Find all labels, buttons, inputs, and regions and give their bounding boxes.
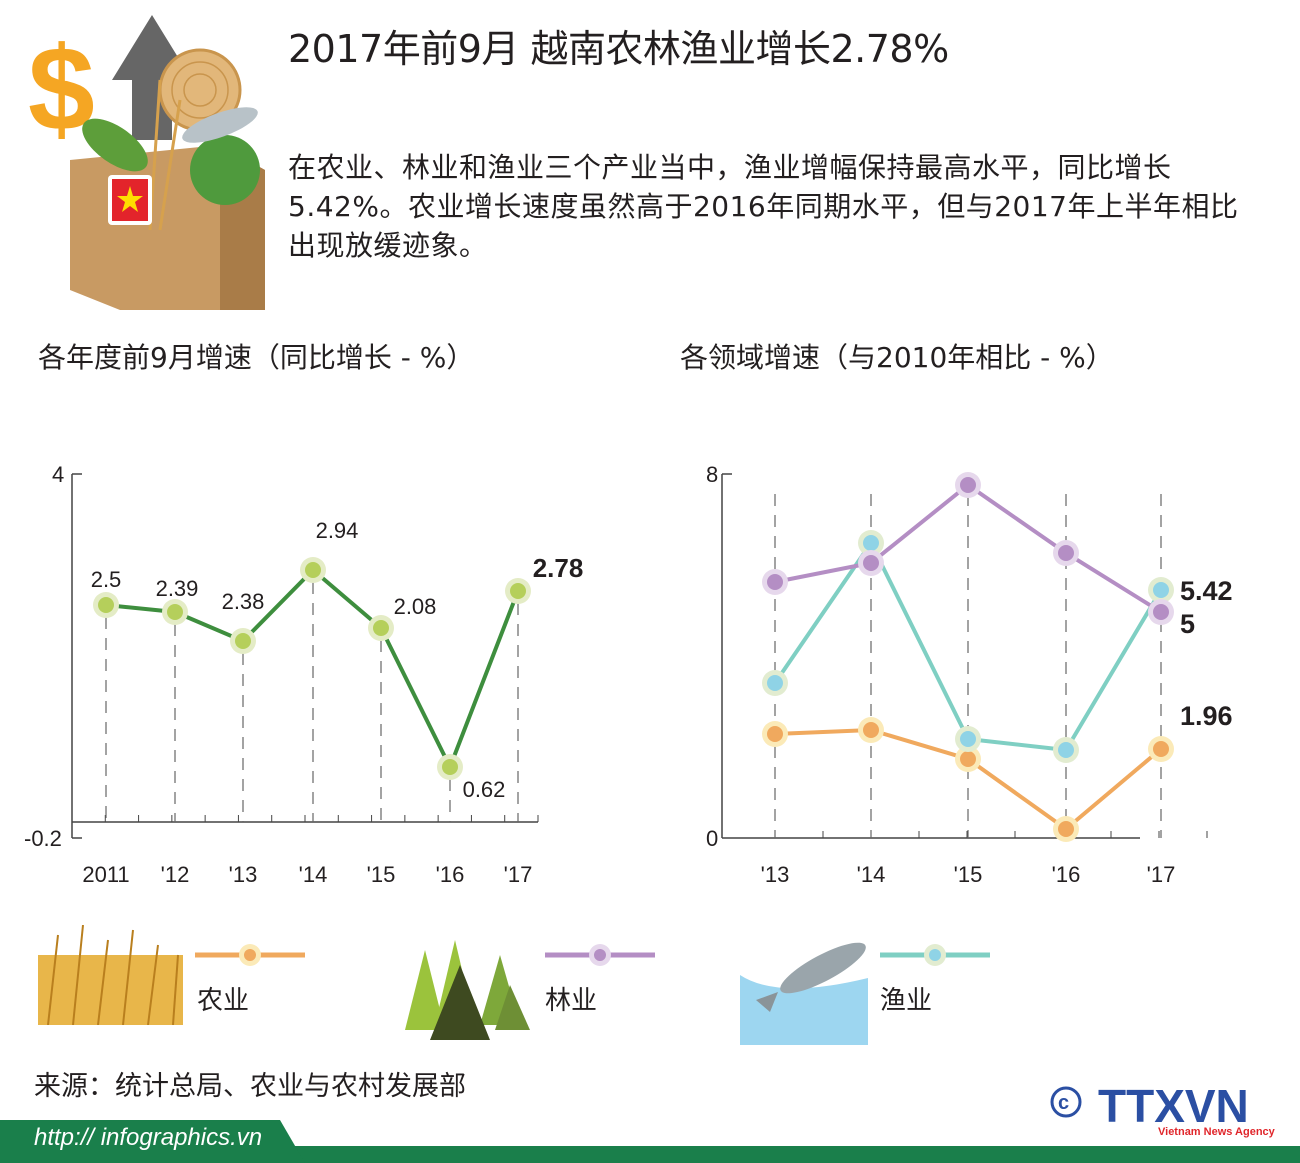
x-tick-label: '16 <box>1052 862 1081 887</box>
data-point <box>863 555 879 571</box>
cabbage-icon <box>190 135 260 205</box>
data-point <box>1153 741 1169 757</box>
ttxvn-logo: c TTXVN Vietnam News Agency <box>1048 1080 1278 1144</box>
cucumber-icon <box>82 118 148 172</box>
end-label-fishery: 5.42 <box>1180 576 1233 606</box>
data-point <box>1153 582 1169 598</box>
legend-label-fishery: 渔业 <box>880 986 933 1016</box>
data-label: 2.5 <box>91 567 122 592</box>
sector-growth-line-chart: 8 0 '13 '14 '15 '16 '17 5.425 1.96 <box>706 462 1233 887</box>
produce-box-illustration: $ <box>28 15 265 310</box>
y-tick-label: 8 <box>706 462 718 487</box>
data-point <box>305 562 321 578</box>
data-point <box>167 604 183 620</box>
data-point <box>1153 604 1169 620</box>
data-point <box>1058 742 1074 758</box>
wheat-icon <box>38 925 183 1025</box>
website-link[interactable]: http:// infographics.vn <box>34 1124 263 1151</box>
x-tick-label: 2011 <box>82 862 129 887</box>
data-label: 2.08 <box>394 594 437 619</box>
data-label: 2.38 <box>222 589 265 614</box>
fish-icon <box>740 942 868 1045</box>
source-note: 来源：统计总局、农业与农村发展部 <box>34 1071 466 1102</box>
data-point <box>863 722 879 738</box>
legend-label-agriculture: 农业 <box>197 986 250 1016</box>
page-title: 2017年前9月 越南农林渔业增长2.78% <box>288 27 949 71</box>
intro-paragraph: 在农业、林业和渔业三个产业当中，渔业增幅保持最高水平，同比增长5.42%。农业增… <box>288 151 1239 262</box>
right-chart-title: 各领域增速（与2010年相比 - %） <box>680 341 1114 374</box>
y-tick-label: 0 <box>706 826 718 851</box>
y-tick-label: -0.2 <box>24 826 62 851</box>
y-tick-label: 4 <box>52 462 64 487</box>
legend-swatch-forestry <box>545 944 655 966</box>
left-chart-title: 各年度前9月增速（同比增长 - %） <box>38 341 475 374</box>
data-point <box>863 535 879 551</box>
data-point <box>98 597 114 613</box>
data-label: 2.78 <box>533 553 584 583</box>
x-tick-label: '15 <box>954 862 983 887</box>
x-tick-label: '13 <box>761 862 790 887</box>
data-point <box>767 726 783 742</box>
logo-text: TTXVN <box>1098 1080 1249 1132</box>
data-point <box>510 583 526 599</box>
legend-label-forestry: 林业 <box>545 986 598 1016</box>
data-point <box>1058 821 1074 837</box>
end-label-forestry: 5 <box>1180 609 1195 639</box>
x-tick-label: '15 <box>367 862 396 887</box>
data-point <box>767 574 783 590</box>
data-point <box>960 751 976 767</box>
x-tick-label: '17 <box>504 862 533 887</box>
legend-swatch-agriculture <box>195 944 305 966</box>
x-tick-label: '12 <box>161 862 190 887</box>
x-tick-label: '13 <box>229 862 258 887</box>
x-tick-label: '17 <box>1147 862 1176 887</box>
data-label: 2.94 <box>316 518 359 543</box>
data-label: 2.39 <box>156 576 199 601</box>
data-point <box>235 633 251 649</box>
logo-subtitle: Vietnam News Agency <box>1158 1126 1276 1138</box>
end-label-agriculture: 1.96 <box>1180 701 1233 731</box>
legend-swatch-fishery <box>880 944 990 966</box>
data-point <box>1058 545 1074 561</box>
fish-icon <box>182 107 258 143</box>
footer-tab <box>0 1120 305 1163</box>
data-point <box>373 620 389 636</box>
x-tick-label: '14 <box>299 862 328 887</box>
data-point <box>960 477 976 493</box>
forest-icon <box>405 940 530 1040</box>
x-tick-label: '16 <box>436 862 465 887</box>
footer-bar <box>0 1146 1300 1163</box>
svg-text:c: c <box>1058 1092 1069 1114</box>
data-point <box>960 731 976 747</box>
data-label: 0.62 <box>463 777 506 802</box>
yearly-growth-line-chart: 4 -0.2 2011 '12 '13 '14 '15 '16 '17 2.5 2.39 2.38 2.… <box>24 462 584 887</box>
data-point <box>767 675 783 691</box>
vietnam-flag-icon <box>108 175 152 225</box>
x-tick-label: '14 <box>857 862 886 887</box>
data-point <box>442 759 458 775</box>
